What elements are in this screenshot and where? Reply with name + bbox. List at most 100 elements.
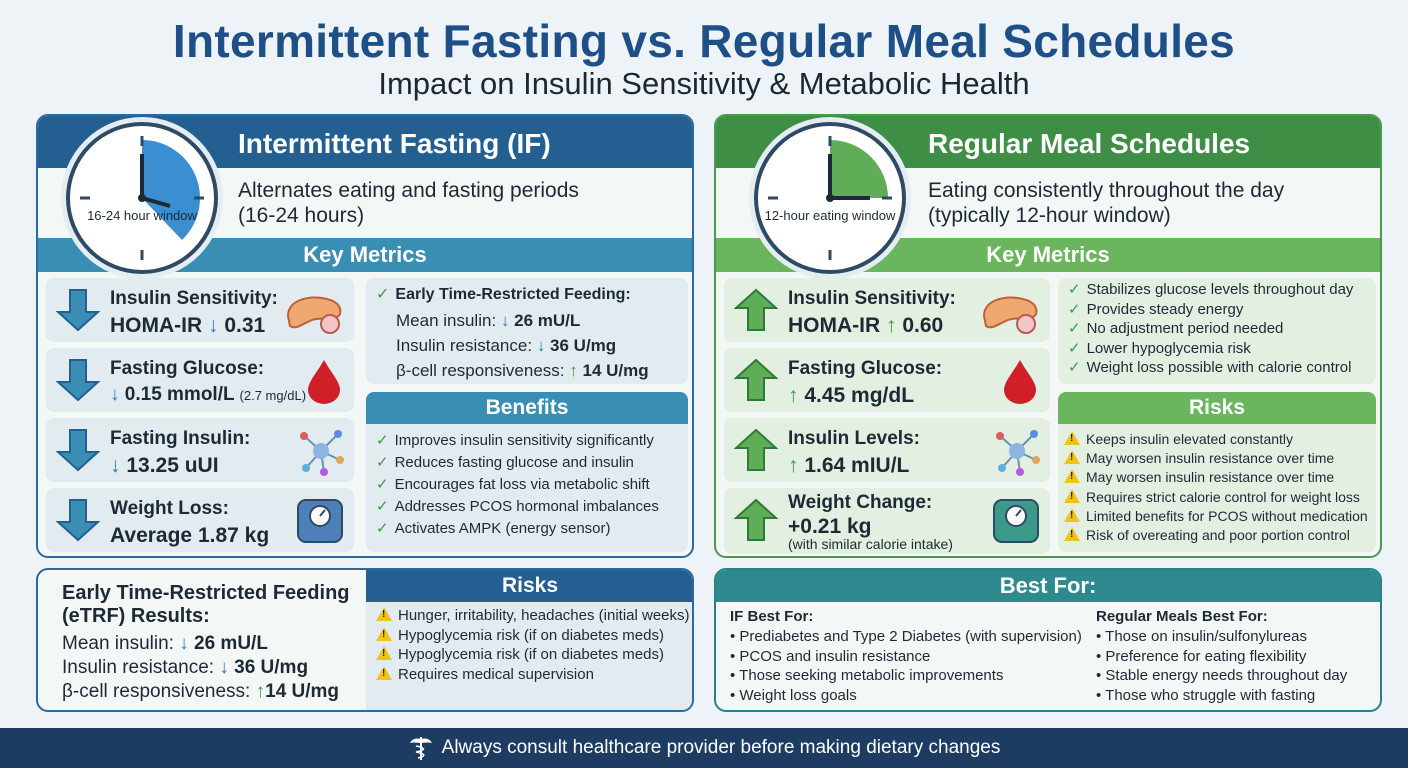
metric-value: ↑ 1.64 mIU/L [788,454,910,477]
if-best-for-title: IF Best For: [730,608,814,625]
list-item: ! Limited benefits for PCOS without medic… [1064,507,1368,526]
metric-name: Fasting Insulin: [110,428,251,449]
reg-risks-box: Risks ! Keeps insulin elevated constantly… [1058,392,1376,552]
best-for-title: Best For: [716,570,1380,602]
if-benefits-title: Benefits [366,392,688,424]
metric-name: Fasting Glucose: [788,358,943,379]
if-desc-line2: (16-24 hours) [238,204,365,227]
metric-value: ↓ 13.25 uUI [110,454,219,477]
list-item: ✓ No adjustment period needed [1068,320,1284,337]
regular-panel: Regular Meal Schedules Eating consistent… [714,114,1382,558]
reg-desc-line1: Eating consistently throughout the day [928,179,1285,202]
reg-risks-title: Risks [1058,392,1376,424]
insulin-molecule-icon [996,430,1040,476]
list-item: ✓ Provides steady energy [1068,300,1244,318]
if-benefits-box: Benefits ✓ Improves insulin sensitivity s… [366,392,688,552]
reg-benefits-box: ✓ Stabilizes glucose levels throughout da… [1058,278,1376,384]
clock-icon: 16-24 hour window [66,122,218,274]
list-item: • Those seeking metabolic improvements [730,667,1004,684]
list-item: ! May worsen insulin resistance over time [1064,449,1368,468]
down-arrow-icon [56,429,100,472]
warning-icon: ! [1064,431,1080,445]
warning-icon: ! [376,665,392,680]
page-title: Intermittent Fasting vs. Regular Meal Sc… [172,15,1236,67]
reg-desc-line2: (typically 12-hour window) [928,204,1171,227]
list-item: ✓ Stabilizes glucose levels throughout da… [1068,281,1354,298]
list-item: ! Hypoglycemia risk (if on diabetes meds) [376,645,690,665]
etrf-results-title: Early Time-Restricted Feeding (eTRF) Res… [62,582,350,627]
if-metric-fasting-insulin: Fasting Insulin: ↓ 13.25 uUI [46,418,354,482]
reg-best-for-list: • Those on insulin/sulfonylureas • Prefe… [1096,627,1347,705]
if-benefits-list: ✓ Improves insulin sensitivity significan… [376,430,659,540]
if-desc-line1: Alternates eating and fasting periods [238,179,579,202]
up-arrow-icon [734,428,778,471]
up-arrow-icon [734,288,778,331]
warning-icon: ! [376,626,392,641]
warning-icon: ! [1064,450,1080,465]
metric-name: Fasting Glucose: [110,358,265,379]
list-item: • Weight loss goals [730,686,857,704]
metric-value: ↓ 0.15 mmol/L (2.7 mg/dL) [110,384,307,405]
list-item: ! May worsen insulin resistance over time [1064,468,1368,487]
list-item: • Preference for eating flexibility [1096,647,1307,665]
etrf-values: Mean insulin: ↓ 26 mU/L Insulin resistan… [396,311,649,380]
if-title: Intermittent Fasting (IF) [238,128,551,159]
down-arrow-icon [56,499,100,542]
if-best-for: IF Best For: • Prediabetes and Type 2 Di… [730,608,1082,705]
list-item: ✓ Addresses PCOS hormonal imbalances [376,498,659,515]
list-item: ✓ Reduces fasting glucose and insulin [376,454,634,471]
warning-icon: ! [1064,469,1080,484]
reg-metric-weight-change: Weight Change: +0.21 kg (with similar ca… [724,488,1050,554]
list-item: ✓ Improves insulin sensitivity significan… [376,432,654,449]
warning-icon: ! [376,607,392,621]
up-arrow-icon [734,358,778,401]
up-arrow-icon [734,498,778,541]
metric-value: +0.21 kg [788,515,872,538]
list-item: ✓ Weight loss possible with calorie contr… [1068,359,1352,376]
list-item: • Prediabetes and Type 2 Diabetes (with … [730,628,1082,645]
if-metric-fasting-glucose: Fasting Glucose: ↓ 0.15 mmol/L (2.7 mg/d… [46,348,354,412]
if-panel: Intermittent Fasting (IF) Alternates eat… [36,114,694,558]
reg-risks-list: ! Keeps insulin elevated constantly ! May … [1064,430,1368,545]
list-item: ✓ Encourages fat loss via metabolic shift [376,476,650,493]
warning-icon: ! [1064,507,1080,522]
list-item: ! Keeps insulin elevated constantly [1064,430,1368,449]
metric-value: HOMA-IR ↑ 0.60 [788,314,944,337]
if-clock-label: 16-24 hour window [87,208,197,223]
if-description: Alternates eating and fasting periods (1… [238,178,579,228]
reg-best-for: Regular Meals Best For: • Those on insul… [1096,608,1347,705]
down-arrow-icon [56,359,100,402]
if-best-for-list: • Prediabetes and Type 2 Diabetes (with … [730,627,1082,705]
warning-icon: ! [1064,527,1080,542]
if-results-panel: Early Time-Restricted Feeding (eTRF) Res… [36,568,694,712]
if-etrf-box: ✓ Early Time-Restricted Feeding: Mean ins… [366,278,688,384]
etrf-results-values: Mean insulin: ↓ 26 mU/L Insulin resistan… [62,633,340,702]
list-item: ✓ Activates AMPK (energy sensor) [376,520,611,537]
scale-icon [993,499,1039,543]
metric-value: Average 1.87 kg [110,524,270,547]
caduceus-icon [409,736,432,760]
reg-metric-fasting-glucose: Fasting Glucose: ↑ 4.45 mg/dL [724,348,1050,412]
metric-name: Insulin Sensitivity: [110,288,278,309]
clock-icon: 12-hour eating window [754,122,906,274]
reg-best-for-title: Regular Meals Best For: [1096,608,1268,625]
list-item: • PCOS and insulin resistance [730,647,931,665]
metric-name: Weight Loss: [110,498,229,519]
list-item: ! Hunger, irritability, headaches (initia… [376,606,690,626]
metric-value: ↑ 4.45 mg/dL [788,384,915,407]
if-risks-box: Risks ! Hunger, irritability, headaches (… [366,570,692,710]
metric-name: Insulin Levels: [788,428,920,449]
if-risks-title: Risks [366,570,692,602]
warning-icon: ! [376,646,392,660]
down-arrow-icon [56,289,100,332]
if-risks-list: ! Hunger, irritability, headaches (initia… [376,606,690,684]
pancreas-icon [982,296,1038,334]
list-item: ! Risk of overeating and poor portion con… [1064,526,1368,545]
list-item: • Those on insulin/sulfonylureas [1096,628,1307,645]
list-item: ! Requires medical supervision [376,665,690,685]
reg-clock-label: 12-hour eating window [764,208,896,223]
reg-metric-insulin-levels: Insulin Levels: ↑ 1.64 mIU/L [724,418,1050,482]
metric-name: Weight Change: [788,492,933,513]
metric-value: HOMA-IR ↓ 0.31 [110,314,266,337]
footer-bar: Always consult healthcare provider befor… [0,728,1408,768]
